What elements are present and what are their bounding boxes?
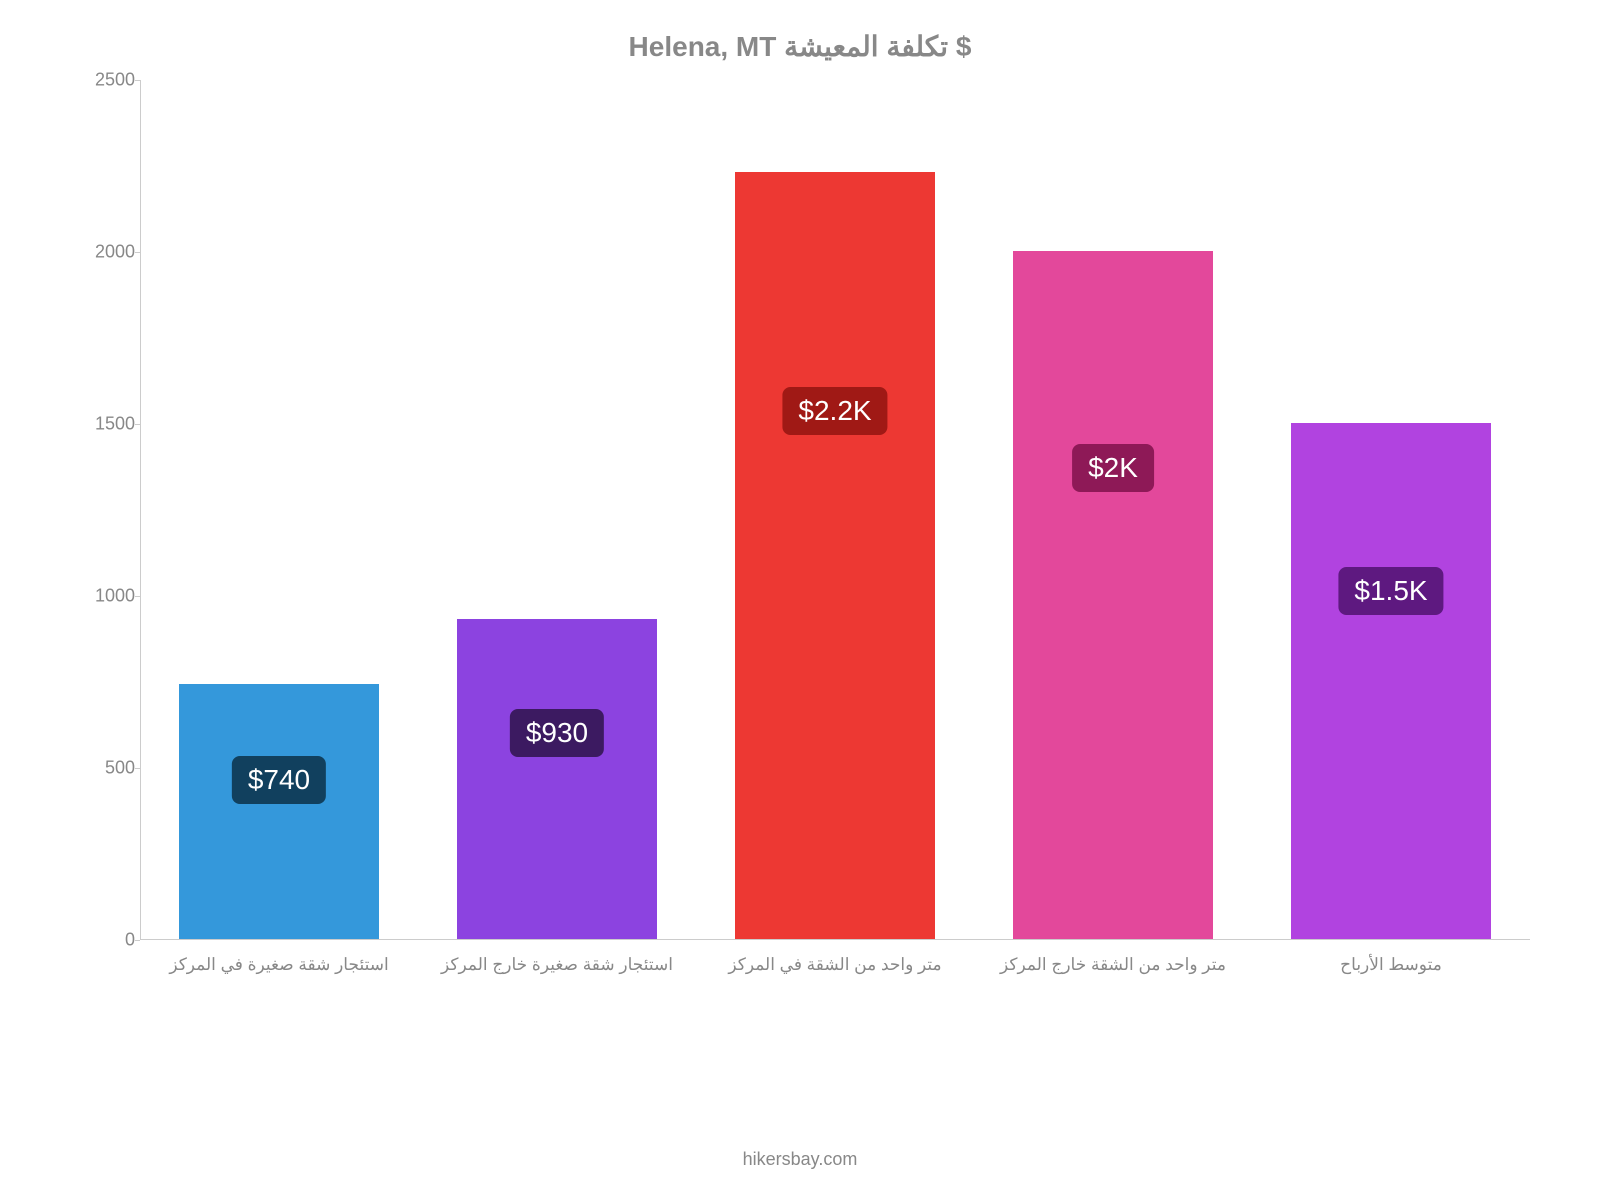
chart-title: Helena, MT تكلفة المعيشة $ bbox=[0, 0, 1600, 63]
x-axis-label: استئجار شقة صغيرة في المركز bbox=[147, 955, 411, 975]
y-tick-label: 2000 bbox=[80, 242, 135, 263]
bar-value-label: $740 bbox=[232, 756, 326, 804]
x-axis-label: متر واحد من الشقة في المركز bbox=[703, 955, 967, 975]
bar: $1.5K bbox=[1291, 423, 1491, 939]
bar: $740 bbox=[179, 684, 379, 939]
y-tick-mark bbox=[135, 424, 140, 425]
bar: $2.2K bbox=[735, 172, 935, 939]
y-tick-mark bbox=[135, 596, 140, 597]
attribution: hikersbay.com bbox=[0, 1149, 1600, 1170]
y-tick-mark bbox=[135, 768, 140, 769]
x-axis-label: متر واحد من الشقة خارج المركز bbox=[981, 955, 1245, 975]
bar: $930 bbox=[457, 619, 657, 939]
y-tick-mark bbox=[135, 940, 140, 941]
bar-value-label: $1.5K bbox=[1338, 567, 1443, 615]
x-axis-label: استئجار شقة صغيرة خارج المركز bbox=[425, 955, 689, 975]
y-tick-label: 500 bbox=[80, 758, 135, 779]
y-tick-label: 0 bbox=[80, 930, 135, 951]
bar-value-label: $2K bbox=[1072, 444, 1154, 492]
y-tick-label: 1000 bbox=[80, 586, 135, 607]
y-tick-mark bbox=[135, 80, 140, 81]
y-tick-label: 2500 bbox=[80, 70, 135, 91]
chart-plot: $740 $930 $2.2K $2K $1.5K bbox=[140, 80, 1530, 940]
chart-area: $740$930$2.2K$2K$1.5K 050010001500200025… bbox=[80, 80, 1540, 1000]
bar-value-label: $930 bbox=[510, 709, 604, 757]
x-axis-label: متوسط الأرباح bbox=[1259, 955, 1523, 975]
bar: $2K bbox=[1013, 251, 1213, 939]
bar-value-label: $2.2K bbox=[782, 387, 887, 435]
y-tick-label: 1500 bbox=[80, 414, 135, 435]
y-tick-mark bbox=[135, 252, 140, 253]
